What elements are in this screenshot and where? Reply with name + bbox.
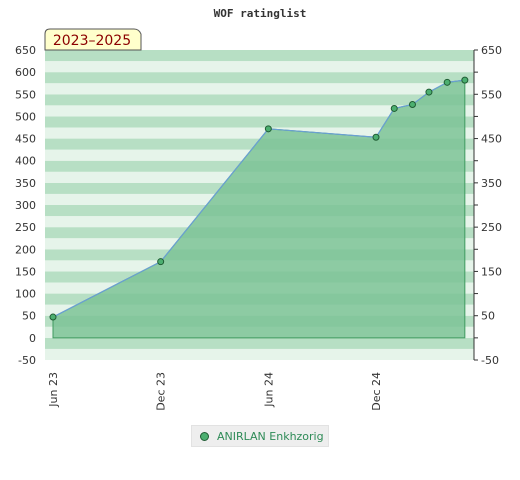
data-markers [49,76,469,321]
data-point [425,88,433,96]
chart-title: WOF ratinglist [214,7,307,20]
y-right-tick-label: -50 [481,354,499,367]
y-tick-label: 350 [15,177,36,190]
background-band [45,94,474,106]
y-right-tick-label: 650 [481,44,502,57]
y-tick-label: 100 [15,288,36,301]
legend-marker [200,431,209,441]
data-point [461,76,469,84]
legend: ANIRLAN Enkhzorig [191,425,329,447]
y-tick-label: 200 [15,243,36,256]
data-point [264,125,272,133]
background-band [45,127,474,139]
y-tick-label: 50 [22,310,36,323]
background-band [45,50,474,62]
data-point [443,78,451,86]
background-band [45,116,474,128]
y-tick-label: -50 [18,354,36,367]
x-tick-label: Dec 23 [155,372,168,411]
y-tick-label: 600 [15,66,36,79]
y-right-tick-label: 450 [481,133,502,146]
data-point [157,258,165,266]
background-band [45,61,474,73]
data-point [49,313,57,321]
y-right-tick-label: 150 [481,265,502,278]
y-axis-right-ticks: 650 550 450 350 250 150 50 -50 [474,44,502,367]
x-tick-label: Jun 23 [47,372,60,408]
y-right-tick-label: 550 [481,88,502,101]
x-tick-label: Jun 24 [262,372,275,408]
y-right-tick-label: 250 [481,221,502,234]
background-band [45,348,474,360]
year-range-badge: 2023–2025 [44,28,142,51]
y-tick-label: 300 [15,199,36,212]
y-tick-label: 500 [15,110,36,123]
y-axis-left-ticks: 650600550500450400350300250200150100500-… [15,44,36,367]
data-point [390,104,398,112]
x-axis-ticks: Jun 23 Dec 23 Jun 24 Dec 24 [47,372,383,411]
data-point [408,100,416,108]
background-band [45,105,474,117]
year-range-text: 2023–2025 [53,33,131,49]
y-tick-label: 250 [15,221,36,234]
y-tick-label: 550 [15,88,36,101]
y-tick-label: 400 [15,155,36,168]
background-band [45,337,474,349]
y-tick-label: 450 [15,133,36,146]
background-band [45,72,474,84]
y-tick-label: 0 [29,332,36,345]
background-band [45,83,474,95]
y-tick-label: 650 [15,44,36,57]
data-point [372,133,380,141]
y-tick-label: 150 [15,265,36,278]
x-tick-label: Dec 24 [370,372,383,411]
y-right-tick-label: 350 [481,177,502,190]
y-right-tick-label: 50 [481,310,495,323]
legend-label: ANIRLAN Enkhzorig [217,429,324,443]
